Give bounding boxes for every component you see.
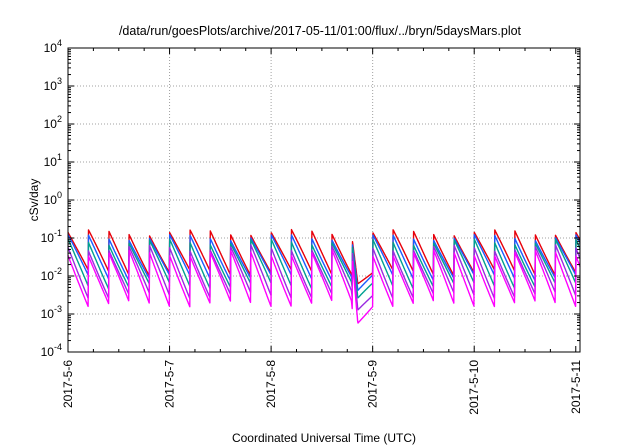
y-tick-label: 100: [44, 190, 62, 207]
y-tick-exponent: 4: [57, 38, 62, 48]
y-tick-label: 10-1: [41, 228, 62, 245]
y-tick-base: 10: [41, 307, 55, 321]
y-tick-base: 10: [41, 231, 55, 245]
y-tick-label: 103: [44, 76, 62, 93]
y-tick-exponent: 1: [57, 152, 62, 162]
y-tick-exponent: 3: [57, 76, 62, 86]
x-tick-label: 2017-5-7: [163, 360, 177, 408]
y-tick-label: 102: [44, 114, 62, 131]
y-tick-base: 10: [44, 117, 58, 131]
y-axis-label: cSv/day: [27, 179, 41, 222]
x-tick-label: 2017-5-6: [61, 360, 75, 408]
y-tick-exponent: -2: [54, 266, 62, 276]
grid-layer: [68, 48, 580, 352]
y-tick-exponent: -3: [54, 304, 62, 314]
y-tick-label: 10-3: [41, 304, 62, 321]
series-layer: [67, 228, 581, 324]
tick-layer: [67, 47, 580, 353]
x-axis-label: Coordinated Universal Time (UTC): [232, 431, 416, 445]
y-tick-label: 10-2: [41, 266, 62, 283]
y-tick-base: 10: [44, 41, 58, 55]
x-tick-label: 2017-5-8: [264, 360, 278, 408]
chart-title: /data/run/goesPlots/archive/2017-05-11/0…: [119, 24, 522, 38]
x-tick-label: 2017-5-10: [467, 360, 481, 415]
y-tick-exponent: -4: [54, 342, 62, 352]
y-tick-base: 10: [44, 193, 58, 207]
series-line: [67, 249, 581, 324]
y-tick-label: 101: [44, 152, 62, 169]
y-tick-base: 10: [44, 79, 58, 93]
y-tick-label: 10-4: [41, 342, 62, 359]
y-tick-base: 10: [41, 345, 55, 359]
y-tick-exponent: 0: [57, 190, 62, 200]
x-tick-labels: 2017-5-6 2017-5-7 2017-5-8 2017-5-9 2017-5-1…: [61, 360, 583, 415]
y-tick-label: 104: [44, 38, 62, 55]
y-tick-exponent: 2: [57, 114, 62, 124]
x-tick-label: 2017-5-11: [569, 360, 583, 414]
y-tick-base: 10: [41, 269, 55, 283]
y-tick-exponent: -1: [54, 228, 62, 238]
y-tick-base: 10: [44, 155, 58, 169]
x-tick-label: 2017-5-9: [366, 360, 380, 408]
